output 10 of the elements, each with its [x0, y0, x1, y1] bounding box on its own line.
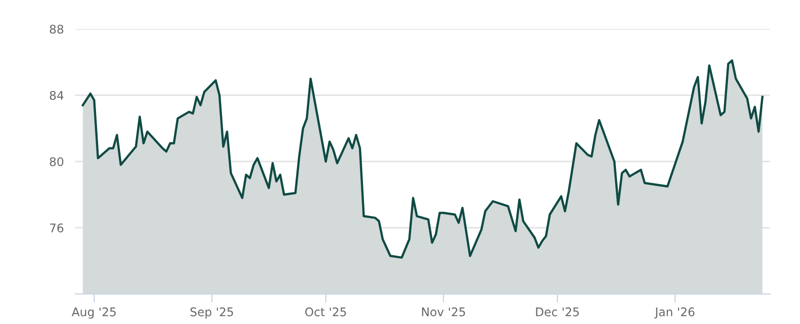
y-tick-label: 80	[50, 157, 64, 166]
x-tick-label: Oct '25	[305, 307, 346, 316]
y-tick-label: 88	[50, 24, 64, 34]
x-tick-label: Dec '25	[536, 307, 579, 316]
x-tick-label: Jan '26	[654, 307, 694, 319]
x-tick-label: Aug '25	[72, 307, 116, 319]
y-tick-label: 84	[50, 90, 64, 100]
y-tick-label: 76	[50, 223, 64, 232]
x-tick-label: Nov '25	[422, 307, 465, 316]
x-tick-label: Sep '25	[190, 307, 233, 319]
